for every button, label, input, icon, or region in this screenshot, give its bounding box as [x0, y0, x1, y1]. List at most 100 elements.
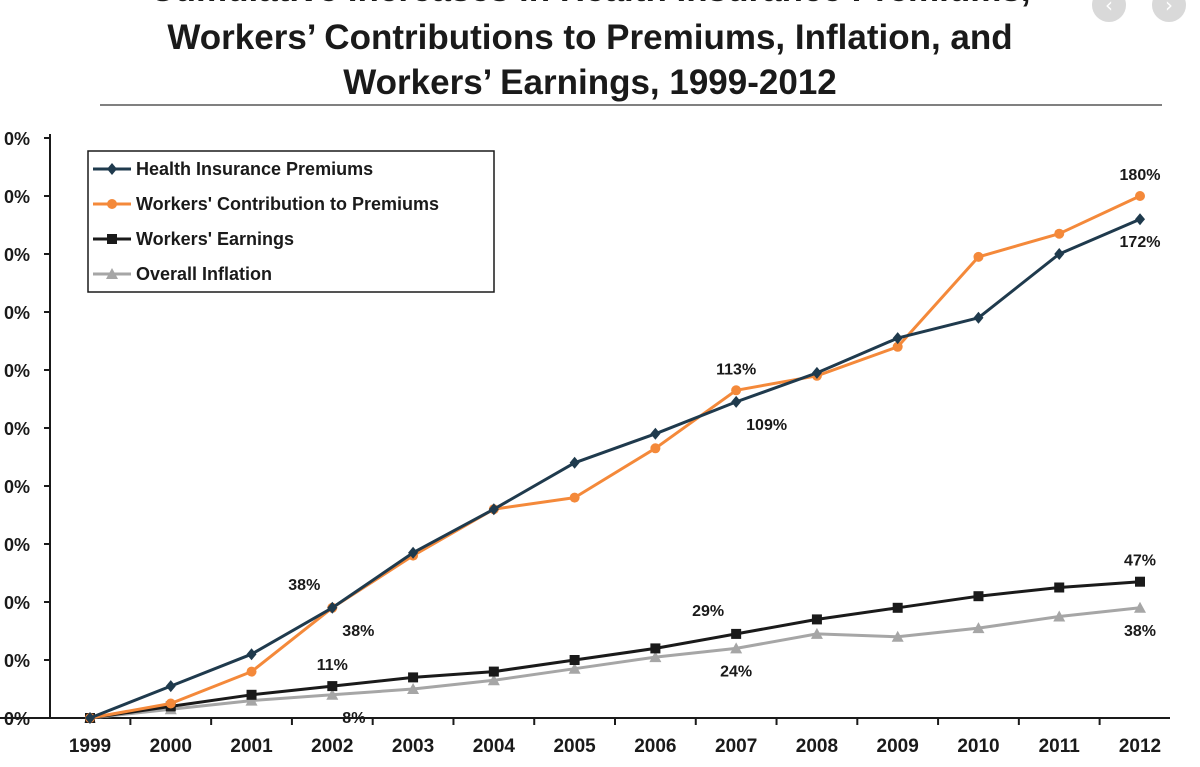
y-tick-label: 0% — [4, 593, 30, 613]
data-label: 38% — [342, 623, 374, 640]
prev-image-button[interactable]: ‹ — [1092, 0, 1126, 22]
data-point-earnings — [327, 681, 338, 692]
data-point-earnings — [488, 666, 499, 677]
data-point-premiums — [973, 311, 984, 324]
data-point-inflation — [730, 642, 743, 654]
data-point-contributions — [892, 341, 903, 352]
x-tick-label: 2001 — [230, 736, 273, 757]
data-label: 24% — [720, 663, 752, 680]
annotations: 180% 172% 113% 109% 38% 38% 47% 38% 29% 24% 11% 8% — [288, 167, 1160, 727]
data-point-premiums — [246, 648, 257, 661]
y-tick-label: 0% — [4, 709, 30, 729]
y-tick-label: 0% — [4, 535, 30, 555]
data-label: 11% — [317, 657, 348, 674]
y-tick-label: 0% — [4, 361, 30, 381]
data-point-inflation — [487, 674, 500, 686]
legend-item-earnings: Workers' Earnings — [93, 229, 294, 249]
data-point-earnings — [408, 672, 419, 683]
data-point-premiums — [731, 395, 742, 408]
data-point-inflation — [891, 630, 904, 642]
data-label: 109% — [746, 417, 787, 434]
data-label: 180% — [1120, 167, 1161, 184]
series-line-inflation — [89, 606, 1141, 720]
data-point-inflation — [407, 683, 420, 694]
x-tick-label: 2011 — [1039, 736, 1081, 757]
data-label: 47% — [1124, 553, 1156, 570]
data-point-contributions — [650, 443, 661, 454]
x-tick-label: 2002 — [311, 736, 353, 757]
legend-box — [87, 150, 495, 293]
x-tick-label: 2000 — [150, 736, 192, 757]
y-tick-label: 0% — [4, 477, 30, 497]
data-label: 113% — [716, 361, 756, 378]
data-label: 172% — [1120, 234, 1161, 251]
legend-swatch-marker — [106, 268, 118, 279]
data-point-inflation — [649, 651, 662, 663]
series-line-premiums — [89, 217, 1141, 720]
data-point-inflation — [568, 662, 581, 674]
data-label: 8% — [342, 710, 365, 727]
data-point-inflation — [245, 694, 258, 706]
data-label: 38% — [1124, 623, 1156, 640]
x-tick-label: 2003 — [392, 736, 434, 757]
legend-label: Workers' Contribution to Premiums — [136, 194, 439, 214]
data-point-premiums — [1054, 248, 1065, 260]
data-point-premiums — [165, 680, 176, 693]
legend-label: Health Insurance Premiums — [136, 159, 373, 179]
x-tick-label: 2006 — [634, 736, 676, 757]
x-tick-label: 2007 — [715, 736, 757, 757]
title-line-3: Workers’ Earnings, 1999-2012 — [343, 63, 837, 102]
x-tick-label: 2012 — [1119, 736, 1161, 757]
data-point-inflation — [972, 622, 985, 634]
x-tick-label: 1999 — [69, 736, 111, 757]
data-point-earnings — [973, 591, 984, 602]
data-point-contributions — [1054, 228, 1065, 239]
data-point-premiums — [488, 503, 499, 516]
title-line-1: Cumulative Increases in Health Insurance… — [149, 0, 1030, 9]
x-tick-label: 2010 — [957, 736, 999, 757]
title-line-2: Workers’ Contributions to Premiums, Infl… — [167, 18, 1012, 57]
data-point-premiums — [569, 456, 580, 469]
x-tick-label: 2005 — [553, 736, 596, 757]
data-point-premiums — [892, 332, 903, 345]
chevron-right-icon: › — [1165, 0, 1173, 17]
x-tick-label: 2009 — [877, 736, 919, 757]
y-tick-label: 0% — [4, 187, 30, 207]
data-point-contributions — [569, 492, 580, 503]
series-line-earnings — [89, 580, 1141, 720]
series-line-contributions — [89, 194, 1141, 720]
y-tick-label: 0% — [4, 129, 30, 149]
data-label: 29% — [692, 603, 724, 620]
data-point-earnings — [1135, 576, 1145, 587]
chart-title: Cumulative Increases in Health Insurance… — [149, 0, 1030, 102]
y-tick-label: 0% — [4, 245, 30, 265]
data-point-premiums — [1135, 213, 1145, 226]
x-tick-label: 2008 — [796, 736, 838, 757]
data-point-earnings — [892, 602, 903, 613]
series-premiums — [85, 213, 1145, 724]
data-point-premiums — [85, 712, 95, 724]
next-image-button[interactable]: › — [1152, 0, 1186, 22]
chevron-left-icon: ‹ — [1105, 0, 1113, 17]
data-point-inflation — [326, 688, 339, 700]
legend-label: Overall Inflation — [136, 264, 272, 284]
data-point-premiums — [811, 366, 822, 379]
data-point-premiums — [408, 546, 419, 559]
data-point-earnings — [811, 614, 822, 625]
y-tick-label: 0% — [4, 303, 30, 323]
series-inflation — [84, 601, 1146, 723]
legend-swatch-marker — [107, 199, 117, 209]
legend-item-inflation: Overall Inflation — [93, 264, 272, 284]
data-point-contributions — [246, 666, 257, 677]
legend-item-premiums: Health Insurance Premiums — [93, 159, 373, 179]
data-point-contributions — [165, 698, 176, 709]
data-point-earnings — [650, 643, 661, 654]
data-point-premiums — [327, 601, 338, 614]
legend-swatch-marker — [107, 234, 117, 244]
data-point-inflation — [810, 627, 823, 639]
data-point-earnings — [731, 628, 742, 639]
data-point-earnings — [1054, 582, 1065, 593]
legend-item-contributions: Workers' Contribution to Premiums — [93, 194, 439, 214]
data-point-earnings — [569, 655, 580, 665]
